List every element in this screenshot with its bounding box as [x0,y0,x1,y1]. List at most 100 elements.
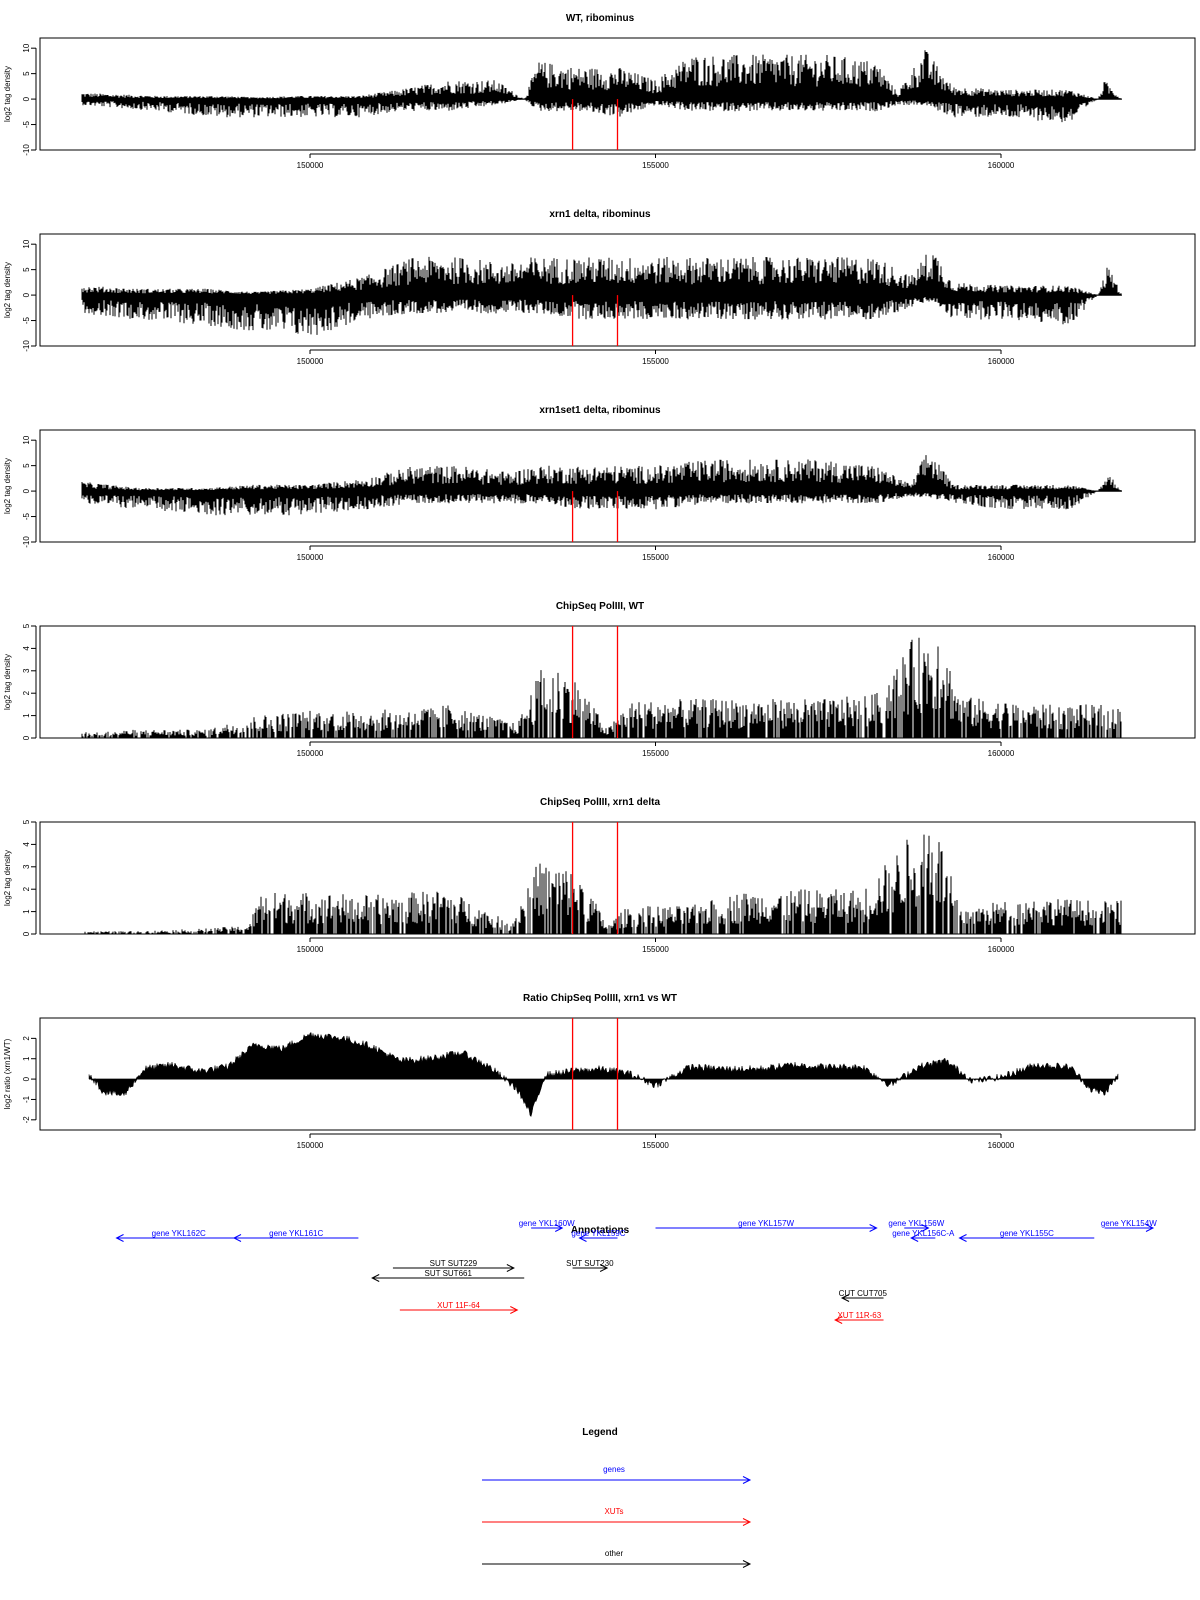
y-tick-label: 0 [22,292,31,297]
annotation-feature: XUT 11R-63 [834,1311,884,1324]
x-tick-label: 160000 [988,945,1015,954]
y-tick-label: 1 [22,1056,31,1061]
feature-label: SUT SUT230 [566,1259,614,1268]
arrow-right-icon [554,1224,564,1232]
feature-label: SUT SUT229 [430,1259,478,1268]
y-tick-label: -10 [22,144,31,156]
y-tick-label: -10 [22,340,31,352]
y-tick-label: -10 [22,536,31,548]
x-tick-label: 160000 [988,161,1015,170]
ratio-area-positive [88,1031,1119,1080]
annotation-feature: gene YKL160W [519,1219,575,1232]
y-tick-label: 0 [22,488,31,493]
x-tick-label: 155000 [642,945,669,954]
arrow-right-icon [1145,1224,1155,1232]
annotation-feature: CUT CUT705 [839,1289,888,1302]
y-tick-label: -1 [22,1095,31,1103]
feature-label: gene YKL155C [1000,1229,1054,1238]
feature-label: gene YKL157W [738,1219,794,1228]
y-tick-label: 4 [22,842,31,847]
x-tick-label: 150000 [297,357,324,366]
annotation-feature: gene YKL155C [958,1229,1095,1242]
x-tick-label: 160000 [988,553,1015,562]
arrow-left-icon [910,1234,919,1242]
x-tick-label: 150000 [297,1141,324,1150]
arrow-left-icon [371,1274,380,1282]
y-axis-label: log2 tag density [3,654,12,710]
y-tick-label: -5 [22,512,31,520]
feature-label: gene YKL156W [888,1219,944,1228]
x-tick-label: 150000 [297,945,324,954]
y-tick-label: 4 [22,646,31,651]
y-tick-label: 5 [22,623,31,628]
feature-label: gene YKL161C [269,1229,323,1238]
y-tick-label: 10 [22,43,31,52]
track-panel: ChipSeq PolIII, WT 0 1 2 3 4 5 log2 tag density… [3,601,1196,758]
annotation-feature: gene YKL156W [888,1219,945,1232]
legend-label: genes [603,1465,625,1474]
x-tick-label: 155000 [642,161,669,170]
y-axis-label: log2 ratio (xrn1/WT) [3,1038,12,1109]
x-tick-label: 155000 [642,553,669,562]
arrow-left-icon [958,1234,967,1242]
x-tick-label: 155000 [642,357,669,366]
arrow-left-icon [840,1294,850,1302]
track-title: ChipSeq PolIII, WT [556,601,644,612]
y-tick-label: 0 [22,735,31,740]
track-panel: xrn1 delta, ribominus -10 -5 0 5 10 log2 tag d… [3,209,1196,366]
legend-panel: Legend genes XUTs other [482,1427,752,1568]
y-tick-label: 5 [22,71,31,76]
arrow-left-icon [232,1234,242,1242]
annotation-feature: gene YKL161C [232,1229,359,1242]
y-tick-label: 0 [22,1076,31,1081]
annotation-feature: gene YKL157W [655,1219,878,1232]
track-panel: ChipSeq PolIII, xrn1 delta 0 1 2 3 4 5 log2 tag… [3,797,1196,954]
track-title: ChipSeq PolIII, xrn1 delta [540,797,660,808]
density-bars [84,834,1122,934]
feature-label: gene YKL156C-A [892,1229,955,1238]
feature-label: XUT 11F-64 [437,1301,480,1310]
density-bars [81,254,1122,335]
feature-label: gene YKL159C [571,1229,625,1238]
y-axis-label: log2 tag density [3,850,12,906]
track-title: xrn1 delta, ribominus [549,209,651,220]
x-tick-label: 160000 [988,357,1015,366]
density-bars [81,455,1122,516]
legend-label: other [605,1549,624,1558]
x-tick-label: 155000 [642,749,669,758]
arrow-right-icon [510,1306,519,1314]
y-tick-label: 5 [22,463,31,468]
y-tick-label: -2 [22,1116,31,1124]
legend-item: genes [482,1465,752,1484]
feature-label: CUT CUT705 [839,1289,888,1298]
annotation-feature: SUT SUT230 [566,1259,614,1272]
track-panel: Ratio ChipSeq PolIII, xrn1 vs WT -2 -1 0 1 2 l… [3,993,1196,1150]
y-tick-label: 2 [22,886,31,891]
arrow-left-icon [834,1316,843,1324]
arrow-right-icon [869,1224,878,1232]
legend-item: XUTs [482,1507,752,1526]
feature-label: gene YKL160W [519,1219,575,1228]
arrow-right-icon [921,1224,930,1232]
feature-label: XUT 11R-63 [837,1311,881,1320]
y-tick-label: 10 [22,435,31,444]
y-tick-label: 3 [22,668,31,673]
x-tick-label: 150000 [297,553,324,562]
y-axis-label: log2 tag density [3,458,12,514]
y-axis-label: log2 tag density [3,66,12,122]
y-tick-label: -5 [22,120,31,128]
annotation-feature: SUT SUT229 [392,1259,515,1272]
arrow-left-icon [115,1234,124,1242]
x-tick-label: 150000 [297,161,324,170]
y-tick-label: 5 [22,819,31,824]
annotations-panel: Annotations gene YKL162C gene YKL161C gene… [115,1219,1157,1324]
y-axis-label: log2 tag density [3,262,12,318]
track-title: Ratio ChipSeq PolIII, xrn1 vs WT [523,993,677,1004]
annotation-feature: gene YKL159C [571,1229,626,1242]
arrow-right-icon [599,1264,609,1272]
feature-label: SUT SUT661 [424,1269,472,1278]
annotations-title: Annotations [571,1225,630,1236]
x-tick-label: 155000 [642,1141,669,1150]
ratio-area-negative [88,1078,1119,1118]
